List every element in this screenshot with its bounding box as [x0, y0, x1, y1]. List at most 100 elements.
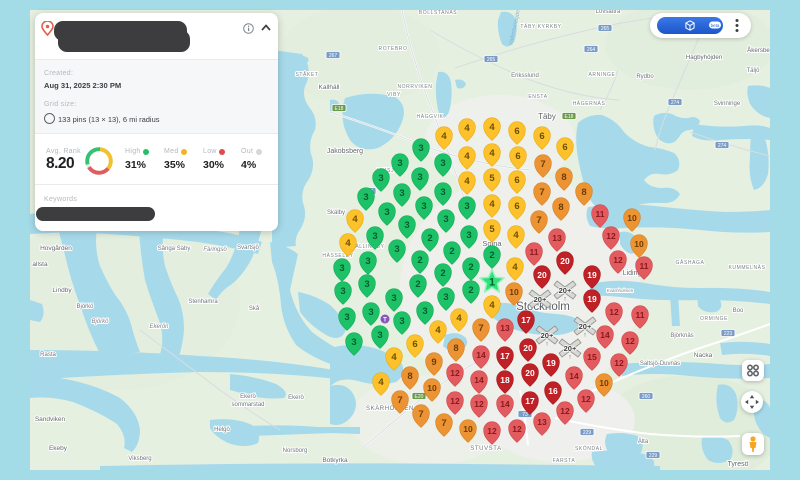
svg-text:16: 16	[548, 386, 558, 396]
svg-text:3: 3	[351, 337, 356, 348]
svg-text:20+: 20+	[534, 295, 547, 304]
svg-text:267: 267	[329, 53, 338, 59]
svg-text:6: 6	[412, 339, 417, 350]
svg-text:BOLLSTANÄS: BOLLSTANÄS	[419, 10, 457, 16]
svg-text:6: 6	[514, 201, 519, 212]
svg-text:14: 14	[600, 330, 610, 340]
svg-text:8: 8	[561, 172, 566, 183]
svg-text:2: 2	[489, 250, 494, 261]
svg-text:Ekeby: Ekeby	[49, 445, 68, 452]
svg-text:3: 3	[364, 279, 369, 290]
svg-text:7: 7	[536, 215, 541, 226]
svg-text:274: 274	[671, 100, 680, 106]
svg-text:STÅKET: STÅKET	[295, 71, 318, 78]
svg-text:18: 18	[500, 375, 510, 385]
svg-text:2: 2	[417, 255, 422, 266]
svg-text:Älta: Älta	[638, 438, 649, 445]
svg-text:6: 6	[514, 126, 519, 137]
svg-text:ORMINGE: ORMINGE	[700, 316, 728, 322]
svg-text:2: 2	[415, 279, 420, 290]
svg-text:Svartsjö: Svartsjö	[237, 245, 259, 251]
svg-text:20: 20	[560, 256, 570, 266]
svg-text:11: 11	[530, 247, 539, 257]
svg-text:4: 4	[391, 352, 397, 363]
svg-text:Viksberg: Viksberg	[128, 456, 151, 462]
svg-text:15: 15	[587, 352, 597, 362]
svg-text:3: 3	[443, 214, 448, 225]
svg-text:3: 3	[391, 293, 396, 304]
svg-text:20+: 20+	[564, 344, 577, 353]
svg-text:12: 12	[560, 406, 570, 416]
svg-text:↑: ↑	[583, 332, 586, 339]
svg-text:3: 3	[417, 172, 422, 183]
svg-text:6: 6	[515, 151, 520, 162]
svg-text:3: 3	[440, 158, 445, 169]
svg-text:20: 20	[525, 368, 535, 378]
svg-text:Lindby: Lindby	[52, 287, 72, 294]
svg-text:6: 6	[514, 175, 519, 186]
svg-text:4: 4	[345, 238, 351, 249]
svg-text:12: 12	[606, 231, 616, 241]
svg-text:7: 7	[441, 418, 446, 429]
svg-text:VIKSJÖ: VIKSJÖ	[377, 167, 398, 174]
svg-text:1: 1	[489, 277, 495, 289]
svg-text:12: 12	[474, 399, 484, 409]
svg-text:3: 3	[363, 192, 368, 203]
svg-text:10: 10	[463, 424, 473, 434]
svg-text:3: 3	[340, 286, 345, 297]
svg-text:Hovgården: Hovgården	[40, 244, 72, 252]
svg-text:Sandviken: Sandviken	[35, 416, 66, 423]
svg-text:73: 73	[522, 412, 528, 418]
svg-text:Sånga Säby: Sånga Säby	[158, 245, 191, 252]
svg-text:2: 2	[449, 246, 454, 257]
svg-text:2: 2	[468, 285, 473, 296]
svg-text:12: 12	[581, 394, 591, 404]
svg-text:E18: E18	[335, 106, 344, 112]
svg-text:12: 12	[625, 336, 635, 346]
svg-text:Skå: Skå	[249, 305, 260, 312]
svg-text:20: 20	[537, 270, 547, 280]
svg-text:11: 11	[636, 310, 645, 320]
svg-text:4: 4	[352, 214, 358, 225]
svg-text:7: 7	[539, 187, 544, 198]
svg-text:E20: E20	[415, 394, 424, 400]
svg-text:10: 10	[634, 239, 644, 249]
svg-text:3: 3	[372, 231, 377, 242]
svg-text:3: 3	[378, 173, 383, 184]
svg-text:3: 3	[394, 244, 399, 255]
svg-text:4: 4	[456, 313, 462, 324]
svg-text:19: 19	[587, 294, 597, 304]
svg-text:3: 3	[368, 307, 373, 318]
svg-text:12: 12	[613, 255, 623, 265]
svg-text:allsta: allsta	[32, 261, 48, 268]
svg-text:sommarstad: sommarstad	[231, 402, 264, 408]
svg-text:4: 4	[489, 122, 495, 133]
svg-text:20+: 20+	[579, 322, 592, 331]
svg-text:Åkersberga: Åkersberga	[747, 47, 770, 54]
svg-text:13: 13	[500, 323, 510, 333]
svg-text:KUMMELNÄS: KUMMELNÄS	[728, 264, 765, 271]
svg-text:8: 8	[558, 202, 563, 213]
svg-text:13: 13	[552, 233, 562, 243]
svg-text:4: 4	[489, 300, 495, 311]
svg-text:SKÖNDAL: SKÖNDAL	[575, 445, 603, 452]
svg-text:Kvarnholmen: Kvarnholmen	[607, 288, 634, 293]
svg-text:19: 19	[587, 270, 597, 280]
svg-text:3: 3	[404, 220, 409, 231]
svg-text:13: 13	[537, 417, 547, 427]
svg-text:Hagbyhöjden: Hagbyhöjden	[686, 54, 723, 61]
svg-text:8: 8	[581, 187, 586, 198]
svg-text:12: 12	[450, 396, 460, 406]
svg-text:↑: ↑	[545, 341, 548, 348]
svg-text:Nacka: Nacka	[694, 352, 713, 359]
svg-text:4: 4	[489, 148, 495, 159]
svg-text:19: 19	[546, 358, 556, 368]
svg-text:8: 8	[407, 371, 412, 382]
svg-text:4: 4	[489, 199, 495, 210]
svg-text:Ekerö: Ekerö	[240, 394, 256, 400]
svg-text:3: 3	[418, 143, 423, 154]
svg-text:265: 265	[601, 26, 610, 32]
svg-text:SKÄRHOLMEN: SKÄRHOLMEN	[366, 405, 414, 412]
svg-text:Björkö: Björkö	[76, 304, 94, 310]
svg-text:Täby: Täby	[538, 112, 556, 121]
